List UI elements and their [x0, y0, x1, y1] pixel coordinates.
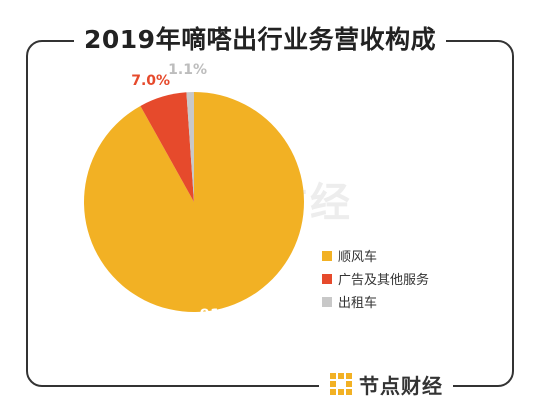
- pie-label: 91.9%: [200, 305, 252, 323]
- pie-slice: [140, 92, 194, 202]
- legend-swatch: [322, 273, 332, 284]
- legend-label: 广告及其他服务: [338, 273, 430, 288]
- chart-title: 2019年嘀嗒出行业务营收构成: [74, 22, 447, 58]
- brand-name: 节点财经: [359, 373, 443, 398]
- legend: 顺风车 广告及其他服务 出租车: [322, 244, 429, 313]
- pie-slice: [83, 92, 304, 312]
- brand-footer: 节点财经: [319, 368, 453, 400]
- legend-item: 出租车: [322, 290, 429, 313]
- legend-swatch: [322, 250, 332, 261]
- pie-slice: [186, 92, 194, 202]
- legend-item: 广告及其他服务: [322, 267, 429, 290]
- pie-labels: 91.9% 7.0%1.1%: [131, 62, 251, 323]
- pie-slices: [83, 92, 304, 312]
- legend-swatch: [322, 296, 332, 307]
- dot-grid-logo-icon: [330, 373, 352, 395]
- legend-item: 顺风车: [322, 244, 429, 267]
- pie-label: 7.0%: [131, 73, 170, 89]
- legend-label: 出租车: [338, 296, 378, 311]
- legend-label: 顺风车: [338, 250, 378, 265]
- pie-label: 1.1%: [168, 62, 207, 78]
